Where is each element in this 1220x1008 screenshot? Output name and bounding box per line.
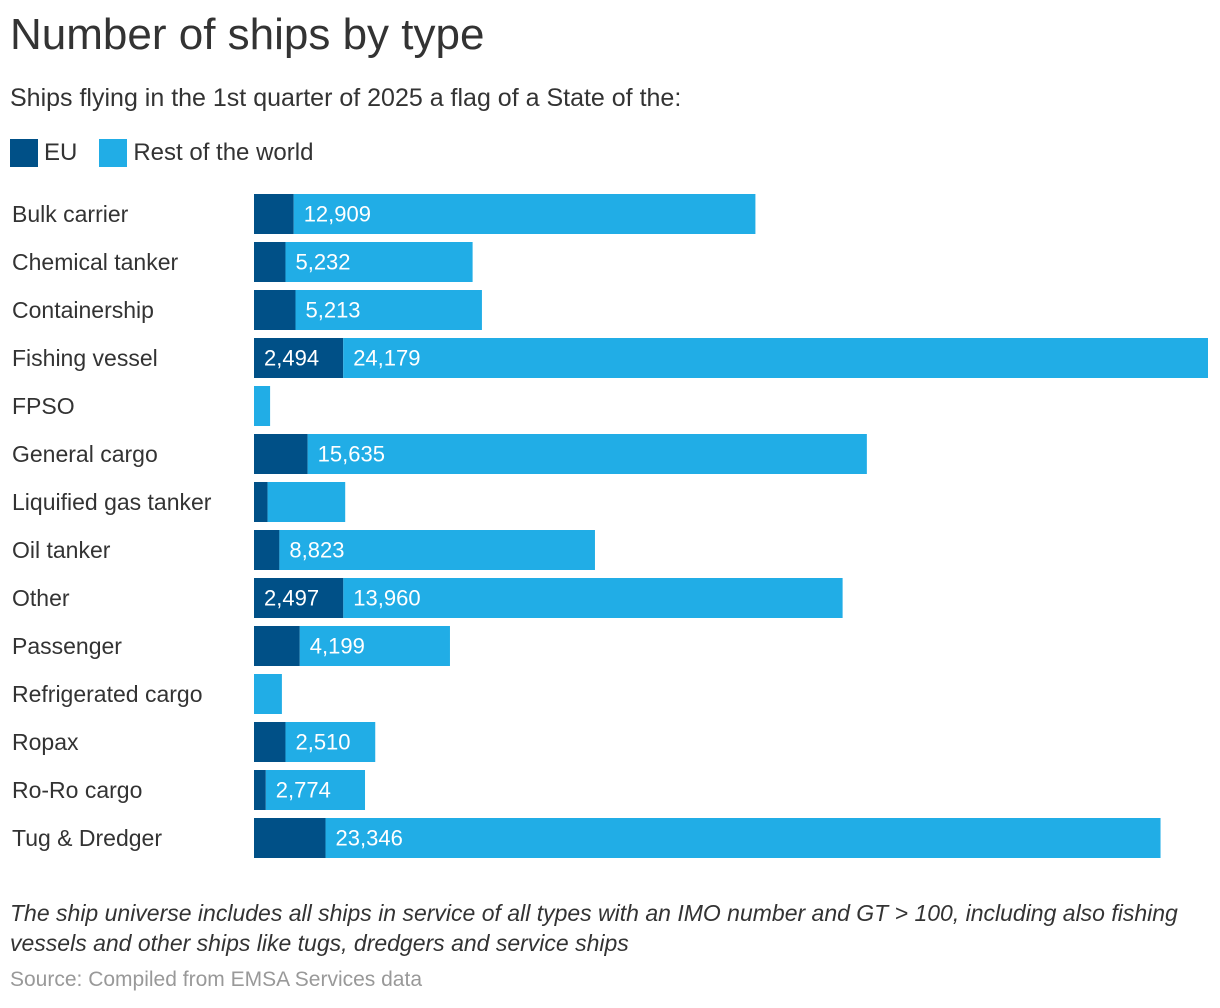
legend-swatch-rest-of-world	[99, 139, 128, 167]
data-label-eu-other: 2,497	[264, 586, 319, 611]
bar-rest-of-the-world-fishing-vessel	[343, 338, 1208, 378]
bar-eu-liquified-gas-tanker	[254, 482, 268, 522]
bar-eu-passenger	[254, 626, 300, 666]
category-label-bulk-carrier: Bulk carrier	[12, 201, 129, 227]
category-label-other: Other	[12, 585, 70, 611]
bar-eu-oil-tanker	[254, 530, 280, 570]
footnote: The ship universe includes all ships in …	[10, 900, 1178, 956]
data-label-rest-of-the-world-bulk-carrier: 12,909	[304, 202, 371, 227]
category-label-oil-tanker: Oil tanker	[12, 537, 111, 563]
category-label-passenger: Passenger	[12, 633, 122, 659]
data-label-rest-of-the-world-passenger: 4,199	[310, 634, 365, 659]
data-label-rest-of-the-world-containership: 5,213	[305, 298, 360, 323]
bar-eu-bulk-carrier	[254, 194, 294, 234]
data-label-rest-of-the-world-chemical-tanker: 5,232	[295, 250, 350, 275]
bar-rest-of-the-world-bulk-carrier	[293, 194, 756, 234]
bar-eu-general-cargo	[254, 434, 308, 474]
bar-rest-of-the-world-ro-ro-cargo	[265, 770, 366, 810]
category-label-chemical-tanker: Chemical tanker	[12, 249, 179, 275]
legend-swatch-eu	[10, 139, 38, 167]
data-label-rest-of-the-world-ropax: 2,510	[295, 730, 350, 755]
category-label-fishing-vessel: Fishing vessel	[12, 345, 158, 371]
bar-rest-of-the-world-containership	[295, 290, 482, 330]
data-label-rest-of-the-world-ro-ro-cargo: 2,774	[276, 778, 331, 803]
bar-rest-of-the-world-refrigerated-cargo	[254, 674, 282, 714]
legend-item-rest-of-world: Rest of the world	[99, 139, 313, 167]
chart-subtitle: Ships flying in the 1st quarter of 2025 …	[10, 84, 682, 112]
bar-rest-of-the-world-other	[343, 578, 843, 618]
category-label-tug-dredger: Tug & Dredger	[12, 825, 162, 851]
bar-eu-containership	[254, 290, 296, 330]
bar-rest-of-the-world-oil-tanker	[279, 530, 595, 570]
data-label-rest-of-the-world-fishing-vessel: 24,179	[353, 346, 420, 371]
bar-eu-chemical-tanker	[254, 242, 286, 282]
data-label-rest-of-the-world-other: 13,960	[353, 586, 420, 611]
bar-eu-fishing-vessel	[254, 338, 344, 378]
bar-rest-of-the-world-ropax	[285, 722, 376, 762]
category-label-ro-ro-cargo: Ro-Ro cargo	[12, 777, 142, 803]
category-label-fpso: FPSO	[12, 393, 75, 419]
bar-eu-tug-dredger	[254, 818, 326, 858]
legend-item-eu: EU	[10, 139, 77, 167]
category-label-ropax: Ropax	[12, 729, 79, 755]
category-label-refrigerated-cargo: Refrigerated cargo	[12, 681, 203, 707]
data-label-rest-of-the-world-general-cargo: 15,635	[318, 442, 385, 467]
data-label-rest-of-the-world-oil-tanker: 8,823	[289, 538, 344, 563]
bar-eu-other	[254, 578, 344, 618]
source-note: Source: Compiled from EMSA Services data	[10, 968, 423, 991]
bar-rest-of-the-world-chemical-tanker	[285, 242, 473, 282]
bar-rest-of-the-world-tug-dredger	[325, 818, 1161, 858]
legend-label-eu: EU	[44, 139, 78, 166]
category-label-liquified-gas-tanker: Liquified gas tanker	[12, 489, 212, 515]
data-label-eu-fishing-vessel: 2,494	[264, 346, 319, 371]
bar-rest-of-the-world-liquified-gas-tanker	[267, 482, 346, 522]
bar-eu-ropax	[254, 722, 286, 762]
bar-rest-of-the-world-fpso	[254, 386, 271, 426]
bar-eu-ro-ro-cargo	[254, 770, 266, 810]
legend-label-rest-of-world: Rest of the world	[133, 139, 314, 166]
category-label-containership: Containership	[12, 297, 154, 323]
data-label-rest-of-the-world-tug-dredger: 23,346	[336, 826, 403, 851]
bar-chart: Bulk carrier 12,909 Chemical tanker 5,232 Co…	[12, 194, 1208, 858]
legend: EU Rest of the world	[10, 137, 335, 169]
chart-title: Number of ships by type	[10, 10, 485, 59]
bar-rest-of-the-world-passenger	[299, 626, 450, 666]
bar-rest-of-the-world-general-cargo	[307, 434, 867, 474]
category-label-general-cargo: General cargo	[12, 441, 158, 467]
